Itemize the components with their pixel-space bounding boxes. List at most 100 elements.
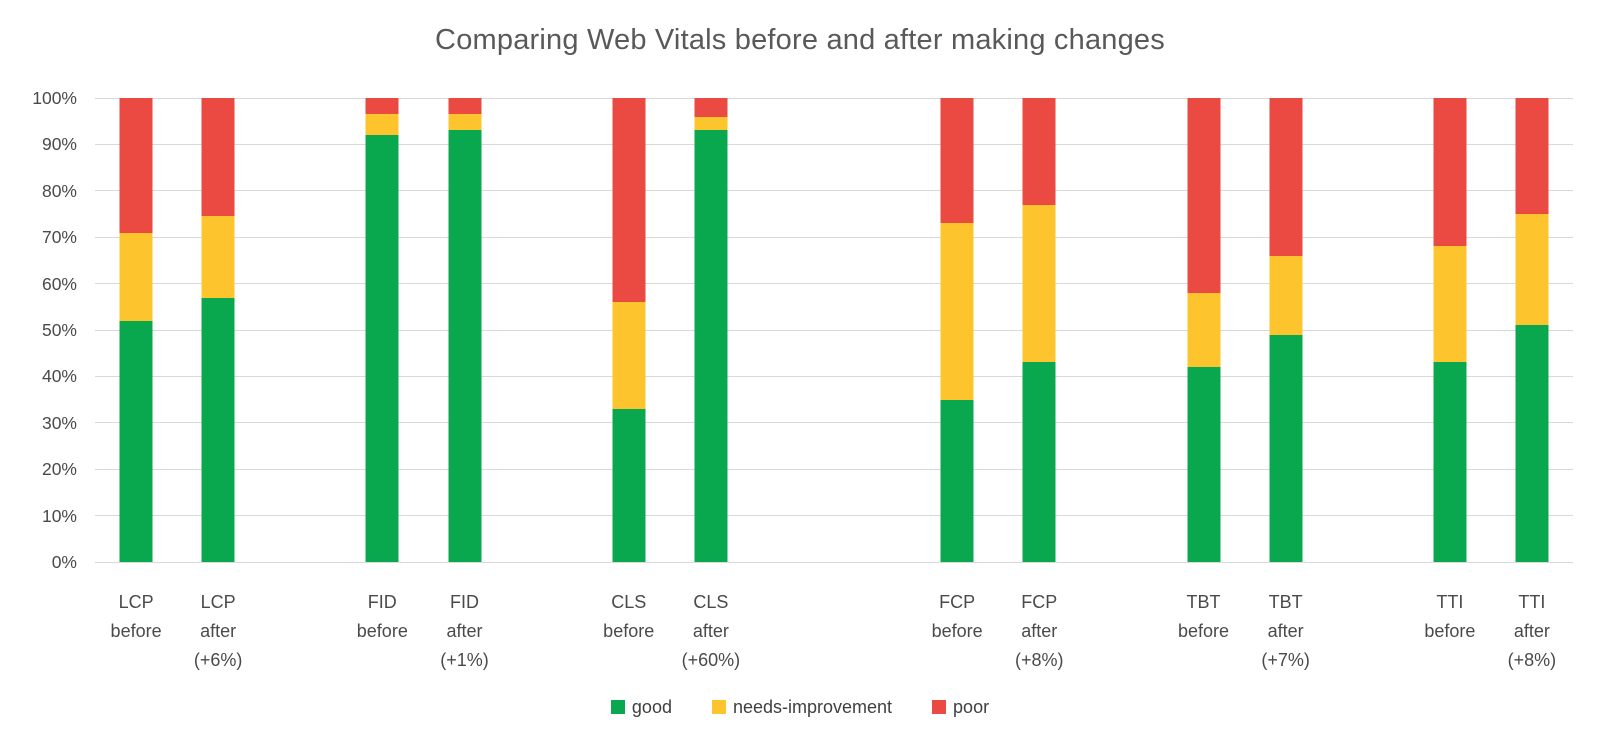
x-axis-label-FID-before: FID before	[357, 588, 408, 646]
segment-needs-improvement	[1433, 246, 1467, 363]
x-axis-label-line: after	[1021, 621, 1058, 641]
legend-item-needs-improvement: needs-improvement	[711, 696, 893, 718]
bar-CLS-after-60	[694, 98, 728, 562]
x-axis-label-line: (+6%)	[193, 650, 243, 670]
x-axis-label-line: FID	[449, 592, 479, 612]
segment-needs-improvement	[119, 232, 153, 321]
bar-CLS-before	[612, 98, 646, 562]
x-axis-label-line: (+8%)	[1507, 650, 1557, 670]
gridline-10%	[95, 515, 1573, 517]
gridline-40%	[95, 375, 1573, 377]
y-tick-label-40%: 40%	[41, 366, 77, 387]
x-axis-label-line: TBT	[1268, 592, 1303, 612]
segment-poor	[1433, 98, 1467, 247]
segment-poor	[1022, 98, 1056, 205]
y-axis: 0% 10% 20% 30% 40% 50% 60% 70% 80% 90% 100%	[0, 88, 85, 572]
bar-TBT-before	[1187, 98, 1220, 562]
y-tick-label-50%: 50%	[41, 320, 77, 340]
legend-item-good: good	[610, 696, 672, 718]
x-axis-label-FCP-before: FCP before	[932, 588, 983, 646]
x-axis-label-TBT-after-7: TBT after (+7%)	[1261, 588, 1310, 675]
legend-label: good	[631, 697, 672, 717]
segment-needs-improvement	[1022, 204, 1056, 363]
segment-poor	[119, 98, 153, 233]
gridline-30%	[95, 422, 1573, 424]
y-tick-label-100%: 100%	[32, 88, 77, 108]
x-axis-label-FCP-after-8: FCP after (+8%)	[1015, 588, 1064, 675]
segment-needs-improvement	[201, 216, 235, 298]
x-axis-label-FID-after-1: FID after (+1%)	[440, 588, 489, 675]
x-axis-label-line: (+60%)	[681, 650, 741, 670]
plot-area	[95, 97, 1573, 563]
bar-FCP-before	[940, 98, 974, 562]
x-axis-label-line: after	[1267, 621, 1304, 641]
x-axis-label-CLS-before: CLS before	[603, 588, 654, 646]
x-axis-label-LCP-before: LCP before	[111, 588, 162, 646]
x-axis-label-line: TTI	[1436, 592, 1464, 612]
bar-TTI-before	[1433, 98, 1467, 562]
segment-poor	[940, 98, 974, 224]
x-axis-label-line: after	[446, 621, 483, 641]
gridline-90%	[95, 143, 1573, 145]
segment-poor	[448, 98, 481, 115]
x-axis-label-line: before	[356, 621, 408, 641]
bar-LCP-before	[119, 98, 153, 562]
x-axis-label-line: after	[1513, 621, 1550, 641]
x-axis-label-line: FCP	[1021, 592, 1058, 612]
x-axis-label-line: before	[603, 621, 655, 641]
x-axis-label-line: after	[692, 621, 729, 641]
x-axis-label-line: LCP	[200, 592, 236, 612]
x-axis-label-line: after	[200, 621, 237, 641]
x-axis-label-line: before	[110, 621, 162, 641]
legend-swatch-good	[610, 700, 625, 714]
x-axis-label-line: FCP	[939, 592, 976, 612]
x-axis-label-LCP-after-6: LCP after (+6%)	[194, 588, 243, 675]
x-axis-label-line: (+1%)	[440, 650, 489, 670]
y-tick-label-90%: 90%	[41, 134, 77, 155]
bar-LCP-after-6	[201, 98, 235, 562]
segment-good	[201, 297, 235, 562]
gridline-0%	[95, 561, 1573, 563]
y-tick-label-0%: 0%	[51, 552, 77, 572]
y-tick-label-70%: 70%	[41, 227, 77, 248]
chart-title: Comparing Web Vitals before and after ma…	[435, 24, 1165, 56]
x-axis-label-line: before	[1177, 621, 1230, 641]
segment-good	[1187, 367, 1220, 562]
legend-swatch-poor	[932, 700, 947, 714]
segment-good	[1515, 325, 1549, 562]
segment-poor	[694, 98, 728, 117]
segment-needs-improvement	[1187, 292, 1220, 368]
x-axis-label-line: LCP	[118, 592, 154, 612]
x-axis-label-line: TBT	[1186, 592, 1221, 612]
x-axis-label-TTI-before: TTI before	[1424, 588, 1475, 646]
legend: good needs-improvement poor	[0, 696, 1600, 718]
segment-good	[1269, 334, 1303, 562]
gridline-20%	[95, 468, 1573, 470]
segment-needs-improvement	[940, 223, 974, 400]
segment-good	[612, 408, 646, 562]
x-axis-label-line: before	[931, 621, 983, 641]
gridline-60%	[95, 283, 1573, 285]
bar-FID-after-1	[448, 98, 481, 562]
segment-good	[1022, 362, 1056, 562]
legend-label: needs-improvement	[732, 697, 893, 717]
segment-needs-improvement	[612, 302, 646, 409]
x-axis-label-line: (+7%)	[1261, 650, 1310, 670]
x-axis-label-TBT-before: TBT before	[1178, 588, 1229, 646]
x-axis-label-CLS-after-60: CLS after (+60%)	[682, 588, 741, 675]
segment-poor	[1187, 98, 1220, 293]
segment-needs-improvement	[1515, 214, 1549, 326]
bar-FID-before	[365, 98, 399, 562]
segment-good	[365, 135, 399, 562]
y-tick-label-60%: 60%	[41, 273, 77, 294]
segment-good	[1433, 362, 1467, 562]
segment-needs-improvement	[365, 114, 399, 136]
gridline-50%	[95, 329, 1573, 331]
segment-good	[448, 130, 481, 562]
segment-good	[694, 130, 728, 562]
gridline-100%	[95, 97, 1573, 99]
segment-good	[940, 399, 974, 562]
x-axis-label-line: before	[1424, 621, 1476, 641]
segment-poor	[1515, 98, 1549, 214]
